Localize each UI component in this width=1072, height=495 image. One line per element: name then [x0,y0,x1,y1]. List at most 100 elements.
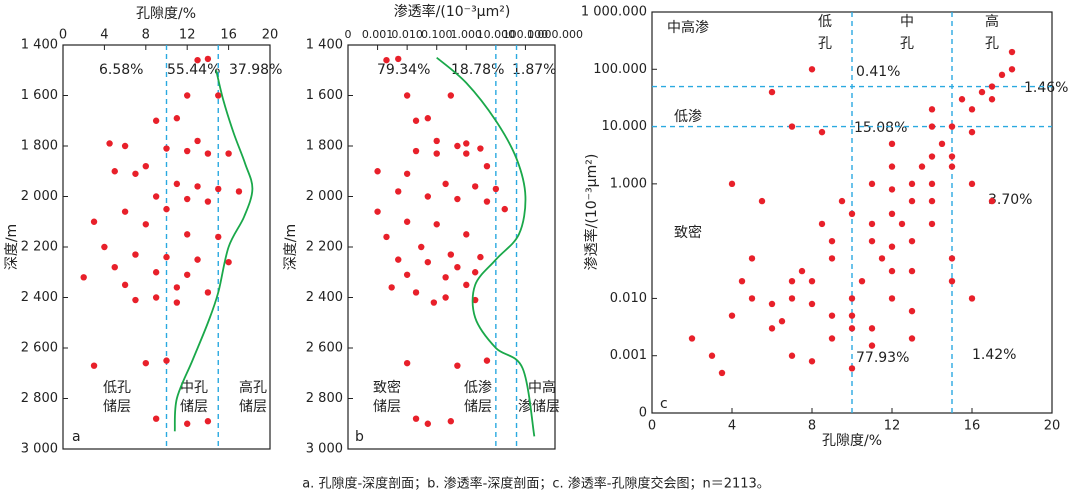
data-point [471,183,479,190]
data-point [948,153,956,160]
data-point [152,193,160,200]
data-point [383,56,390,64]
annotation: 致密 [674,224,702,241]
data-point [928,180,936,188]
annotation: 1.87% [512,62,556,78]
data-point [748,255,756,262]
data-point [908,197,916,205]
x-tick-label: 12 [179,28,196,43]
data-point [1008,66,1016,73]
zone-label: 中 [900,14,914,30]
data-point [848,210,856,218]
data-point [430,299,438,306]
data-point [215,92,222,99]
annotation: 79.34% [377,62,430,78]
x-tick-label: 100.000 [503,28,549,41]
data-point [878,255,886,262]
data-point [788,123,796,130]
data-point [163,357,170,364]
y-tick-label: 2 800 [306,391,343,406]
data-point [388,284,395,291]
zone-label: 中高 [528,379,556,396]
data-point [132,170,139,177]
data-point [184,92,191,99]
y-tick-label: 10.000 [602,119,648,134]
data-point [888,243,896,250]
data-point [225,150,232,157]
data-point [477,145,484,152]
data-point [848,325,856,332]
data-point [888,295,896,302]
data-point [142,221,149,228]
data-point [758,197,766,205]
data-point [204,150,212,157]
y-tick-label: 2 200 [21,240,58,255]
x-tick-label: 0.100 [421,28,453,41]
data-point [194,256,201,263]
data-point [848,295,856,302]
zone-label: 孔 [818,36,832,52]
annotation: 中高渗 [667,19,709,36]
data-point [454,142,461,150]
data-point [454,362,461,369]
data-point [447,92,455,99]
data-point [888,163,896,170]
annotation: 6.58% [99,62,143,78]
data-point [204,55,212,63]
data-point [152,117,160,124]
data-point [808,358,816,365]
panel-letter: a [72,429,81,445]
data-point [768,88,776,96]
data-point [184,147,191,155]
data-point [483,198,491,205]
x-tick-label: 4 [728,419,736,434]
x-axis-label: 孔隙度/% [822,433,882,449]
data-point [463,231,470,238]
x-tick-label: 0.001 [362,28,394,41]
data-point [788,352,796,359]
data-point [194,137,201,145]
data-point [424,420,432,427]
data-point [163,253,170,261]
annotation: 55.44% [167,62,220,78]
y-tick-label: 3 000 [21,442,58,457]
y-tick-label: 3 000 [306,442,343,457]
data-point [121,208,129,215]
data-point [383,233,390,241]
data-point [163,145,170,152]
x-tick-label: 4 [100,28,108,43]
data-point [908,237,916,245]
zone-label: 低孔 [103,380,131,396]
data-point [424,193,432,200]
data-point [418,243,425,251]
distribution-curve [436,56,536,437]
y-tick-label: 1.000 [610,176,647,191]
y-tick-label: 1 600 [21,88,58,103]
data-point [132,296,139,304]
data-point [928,106,936,113]
data-point [152,269,160,276]
zone-label: 储层 [180,399,208,415]
data-point [818,128,826,136]
data-point [121,142,129,150]
data-point [463,140,470,147]
y-tick-label: 0 [639,406,647,421]
data-point [798,267,806,275]
y-tick-label: 1 800 [21,139,58,154]
data-point [888,140,896,148]
data-point [868,325,876,332]
data-point [988,83,996,90]
x-tick-label: 10.000 [477,28,516,41]
data-point [998,71,1006,79]
data-point [818,220,826,228]
annotation: 3.70% [988,192,1032,208]
data-point [868,220,876,228]
data-point [471,269,479,276]
data-point [403,170,411,177]
data-point [403,92,411,99]
data-point [403,359,411,367]
data-point [142,359,149,367]
data-point [463,150,470,157]
data-point [888,186,896,193]
data-point [194,56,201,64]
